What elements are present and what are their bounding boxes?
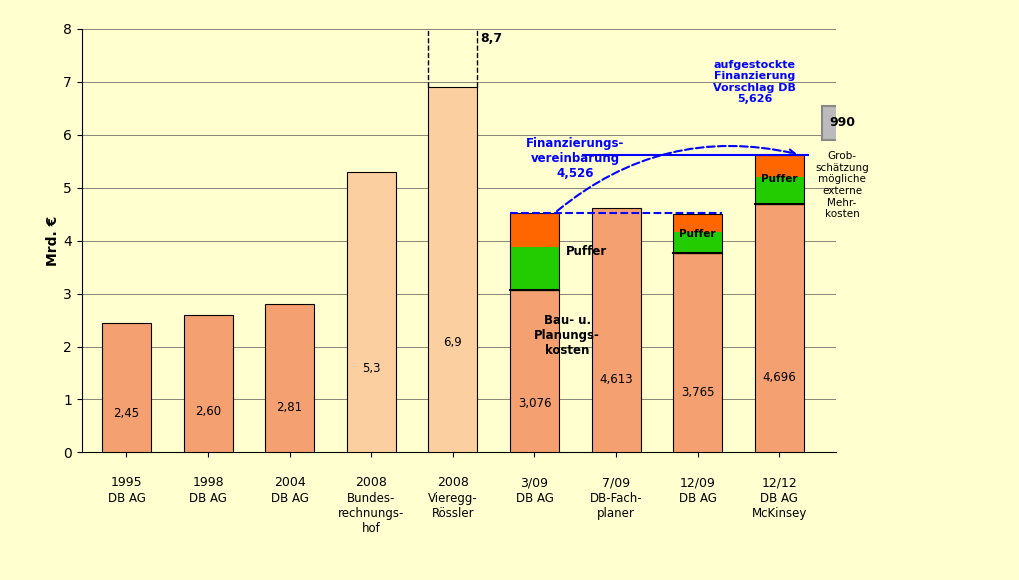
Bar: [754, 155, 803, 177]
Bar: [754, 155, 803, 204]
Text: 1995: 1995: [110, 476, 143, 489]
Text: Finanzierungs-
vereinbarung
4,526: Finanzierungs- vereinbarung 4,526: [526, 137, 624, 180]
Text: Puffer: Puffer: [760, 174, 797, 184]
Text: 1998: 1998: [192, 476, 224, 489]
Bar: [102, 322, 151, 452]
Bar: [510, 213, 558, 289]
Bar: [183, 315, 232, 452]
Text: Bau- u.
Planungs-
kosten: Bau- u. Planungs- kosten: [534, 314, 599, 357]
Bar: [265, 304, 314, 452]
Text: 2,45: 2,45: [113, 407, 140, 420]
Bar: [510, 248, 558, 289]
Bar: [591, 208, 640, 452]
Text: 5,3: 5,3: [362, 362, 380, 375]
Text: 3/09: 3/09: [520, 476, 548, 489]
Text: 990: 990: [828, 117, 854, 129]
Text: 3,765: 3,765: [681, 386, 713, 399]
Text: Puffer: Puffer: [565, 245, 606, 258]
Text: DB AG: DB AG: [107, 492, 146, 505]
Text: 2004: 2004: [273, 476, 306, 489]
Text: 8,7: 8,7: [479, 32, 501, 45]
Bar: [673, 232, 721, 253]
Text: DB AG: DB AG: [515, 492, 553, 505]
Bar: [673, 214, 721, 232]
Text: Grob-
schätzung
mögliche
externe
Mehr-
kosten: Grob- schätzung mögliche externe Mehr- k…: [814, 151, 868, 219]
Text: DB AG: DB AG: [189, 492, 227, 505]
Text: 12/09: 12/09: [679, 476, 715, 489]
Text: 4,613: 4,613: [599, 373, 632, 386]
Text: 3,076: 3,076: [518, 397, 550, 410]
Text: 12/12: 12/12: [760, 476, 797, 489]
Bar: [754, 204, 803, 452]
Y-axis label: Mrd. €: Mrd. €: [46, 216, 60, 266]
Text: 2008: 2008: [355, 476, 387, 489]
Text: Vieregg-
Rössler: Vieregg- Rössler: [428, 492, 477, 520]
Text: 6,9: 6,9: [443, 336, 462, 349]
Text: DB AG: DB AG: [270, 492, 309, 505]
Text: Puffer: Puffer: [679, 229, 715, 239]
Text: 4,696: 4,696: [761, 371, 796, 385]
Bar: [428, 87, 477, 452]
Bar: [510, 289, 558, 452]
Text: 2,60: 2,60: [195, 405, 221, 418]
Text: aufgestockte
Finanzierung
Vorschlag DB
5,626: aufgestockte Finanzierung Vorschlag DB 5…: [712, 60, 796, 104]
Text: DB-Fach-
planer: DB-Fach- planer: [589, 492, 642, 520]
Bar: [673, 253, 721, 452]
Text: 2008: 2008: [436, 476, 469, 489]
Bar: [346, 172, 395, 452]
Bar: [673, 214, 721, 253]
Text: 7/09: 7/09: [601, 476, 630, 489]
FancyBboxPatch shape: [821, 106, 862, 140]
Text: DB AG: DB AG: [678, 492, 716, 505]
Text: 2,81: 2,81: [276, 401, 303, 414]
Bar: [754, 177, 803, 204]
Text: Bundes-
rechnungs-
hof: Bundes- rechnungs- hof: [337, 492, 405, 535]
Text: DB AG
McKinsey: DB AG McKinsey: [751, 492, 806, 520]
Bar: [510, 213, 558, 248]
